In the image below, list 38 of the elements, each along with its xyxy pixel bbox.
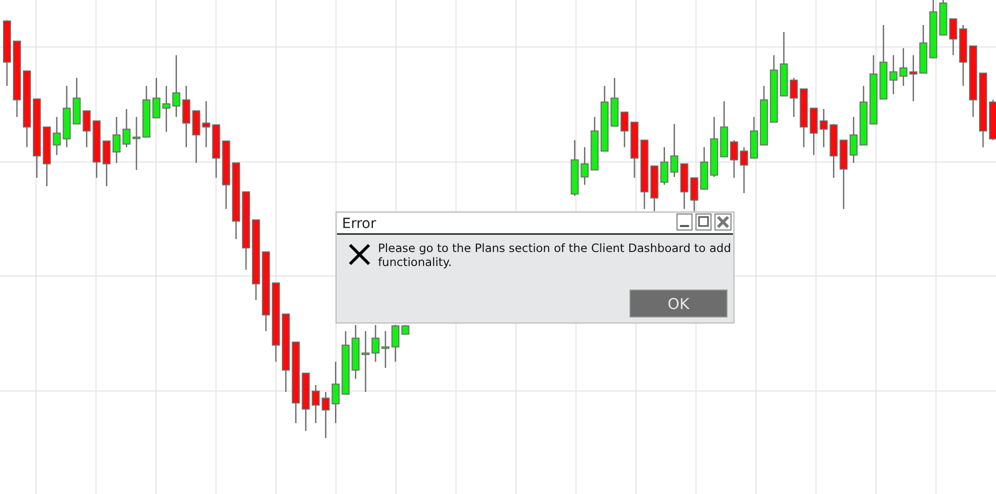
candlestick: [889, 54, 898, 95]
candlestick: [112, 116, 121, 164]
candlestick: [132, 116, 140, 171]
candlestick: [362, 330, 370, 393]
annotation: Error: [342, 216, 376, 232]
candlestick: [949, 18, 958, 56]
candlestick: [172, 54, 180, 118]
candlestick: [850, 116, 858, 164]
candlestick: [182, 85, 190, 148]
candlestick: [381, 330, 390, 369]
annotation: OK: [668, 295, 690, 313]
candlestick: [670, 123, 678, 178]
ok-button: OK: [630, 290, 728, 318]
candlestick: [82, 110, 91, 148]
candlestick: [820, 108, 828, 148]
candlestick: [730, 140, 738, 178]
candlestick: [102, 140, 111, 187]
candlestick: [202, 100, 210, 148]
candlestick: [312, 384, 320, 424]
candlestick: [401, 324, 410, 335]
candlestick: [660, 146, 668, 186]
candlestick: [391, 324, 400, 362]
candlestick: [332, 361, 340, 424]
candlestick: [322, 391, 330, 439]
candlestick: [122, 108, 130, 148]
candlestick: [740, 146, 748, 194]
candlestick: [52, 116, 61, 156]
annotation: Please go to the Plans section of the Client Dashboard to add functionality.: [378, 241, 731, 269]
candlestick: [790, 77, 798, 118]
candlestick: [162, 85, 170, 132]
candlestick: [580, 146, 589, 186]
dialog-window: Error Please go to the Plans section of the Client Dashboard to add functionality. OK: [336, 212, 734, 324]
candlestick: [152, 77, 160, 118]
candlestick: [899, 48, 908, 86]
candlestick: [620, 111, 628, 148]
candlestick: [909, 54, 918, 102]
candlestick: [372, 324, 380, 362]
candlestick: [690, 177, 698, 212]
